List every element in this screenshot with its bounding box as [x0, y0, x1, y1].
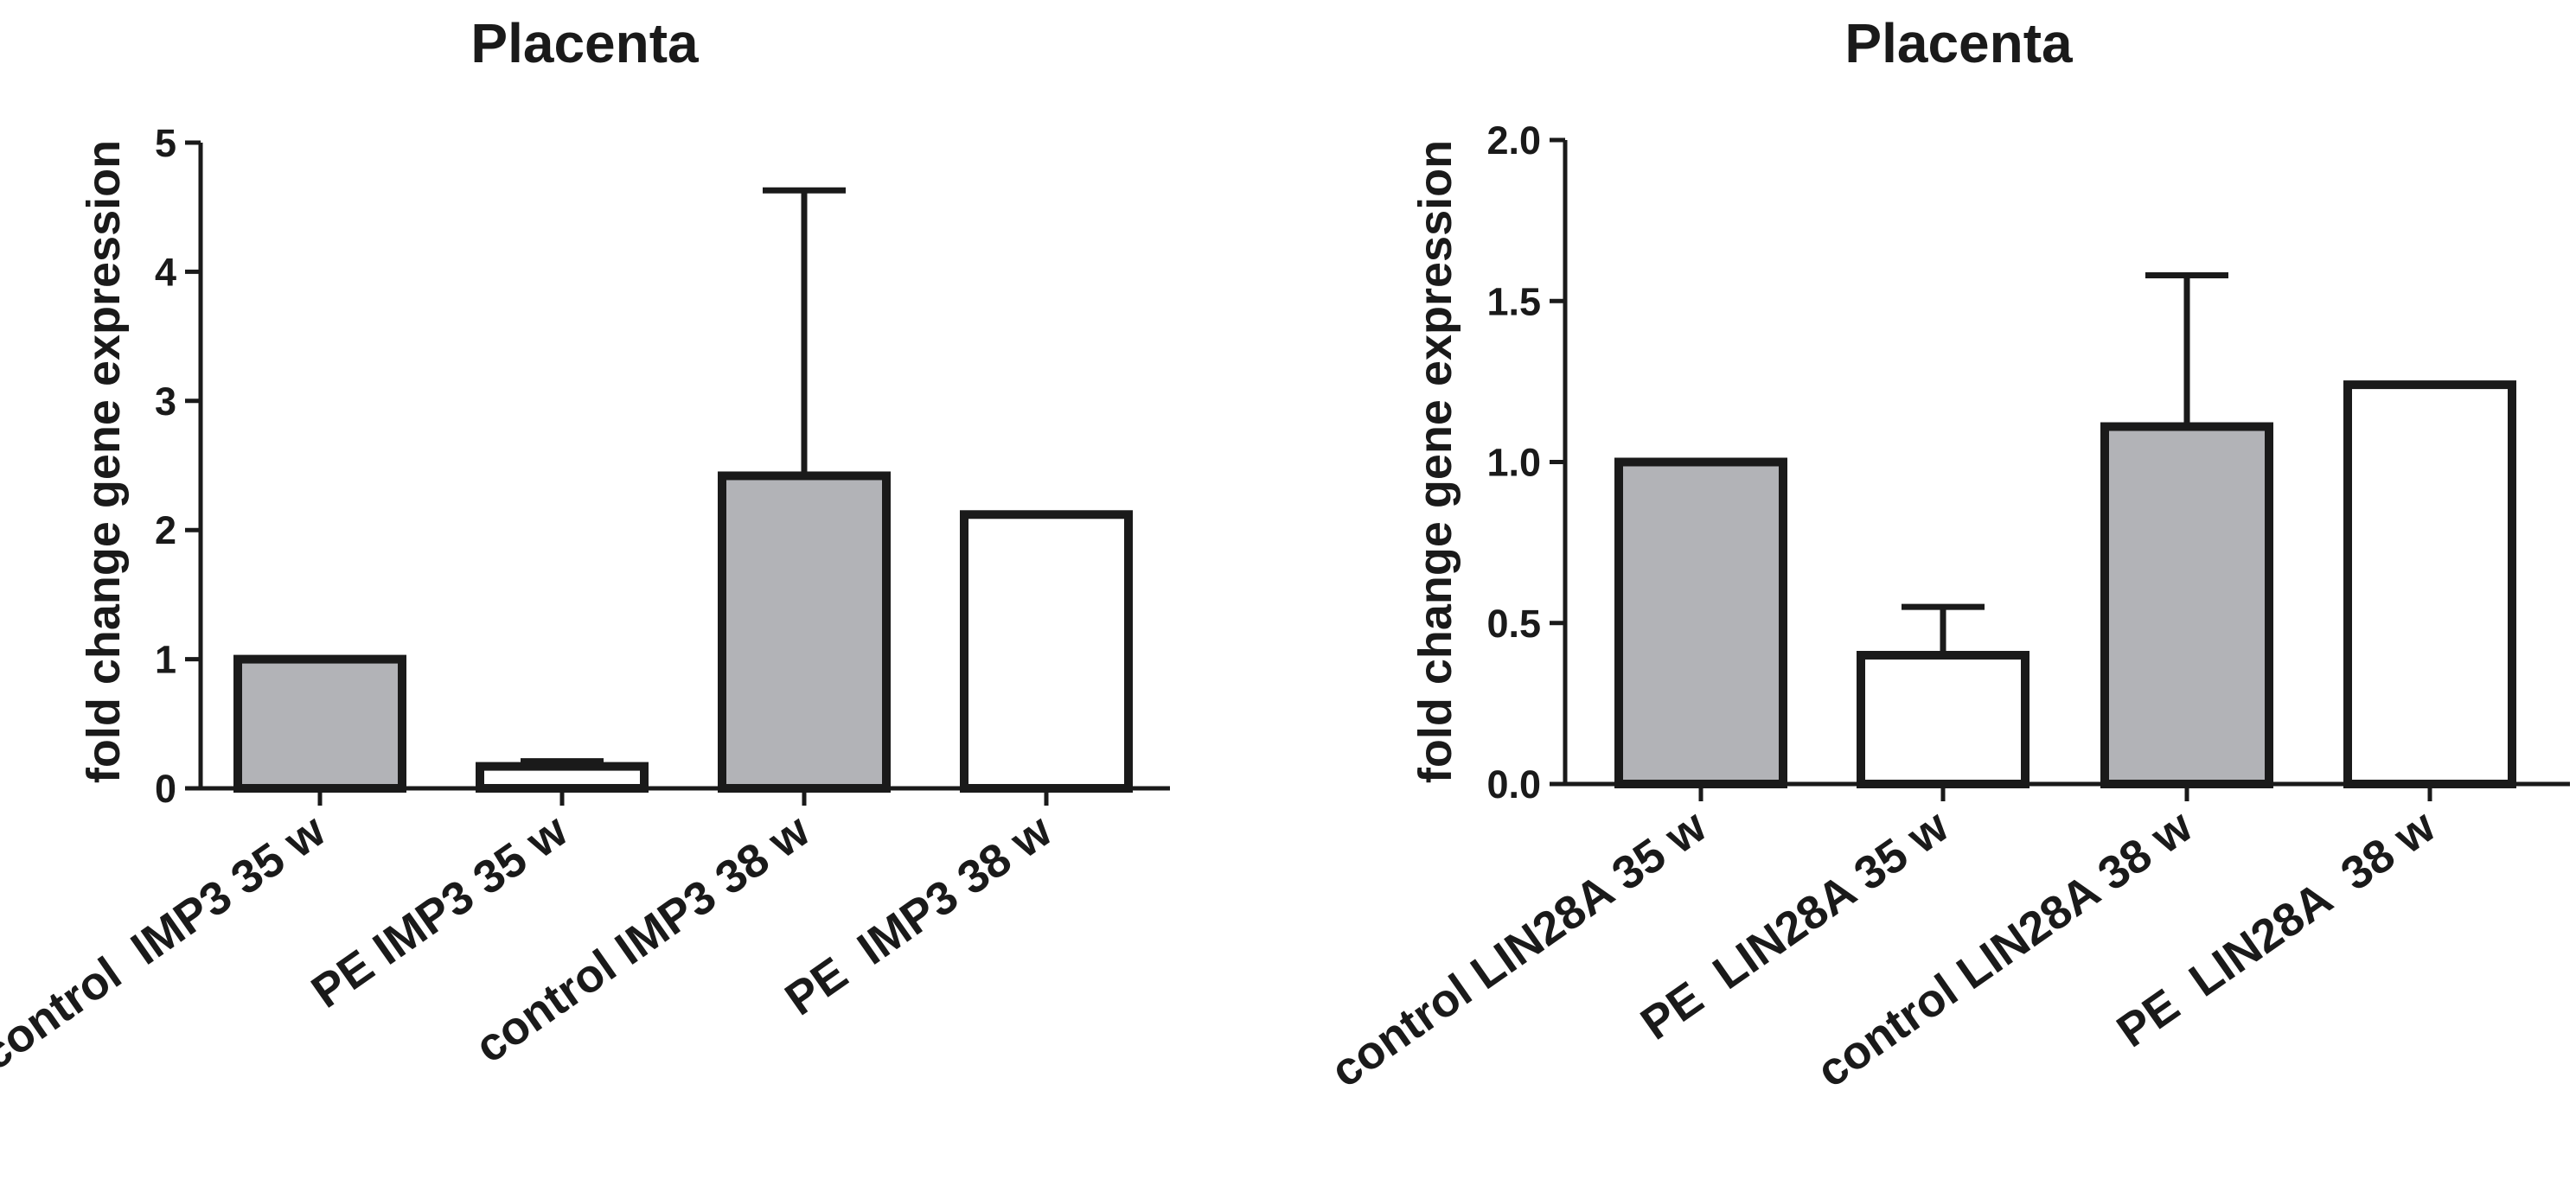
chart-title: Placenta — [1844, 12, 2073, 74]
y-tick-label: 2.0 — [1486, 118, 1541, 163]
y-tick-label: 0.5 — [1486, 602, 1541, 646]
y-axis-label: fold change gene expression — [1409, 140, 1461, 783]
x-category-label: control IMP3 35 w — [0, 804, 336, 1080]
y-tick-label: 1.5 — [1486, 279, 1541, 323]
y-tick-label: 1 — [155, 638, 176, 682]
y-tick-label: 1.0 — [1486, 441, 1541, 485]
x-category-label: control LIN28A 35 w — [1321, 800, 1716, 1098]
y-tick-label: 4 — [155, 250, 176, 294]
bar-4 — [960, 510, 1133, 793]
x-category-label: PE IMP3 38 w — [776, 804, 1061, 1025]
bar-2 — [1857, 651, 2029, 788]
y-tick-label: 0 — [155, 767, 176, 811]
chart-right-lin28a: Placenta fold change gene expression 0.0… — [1321, 12, 2570, 1098]
bar-1 — [1614, 457, 1787, 788]
bar-4 — [2343, 380, 2516, 788]
bar-3 — [2100, 422, 2273, 788]
bar-3 — [718, 471, 891, 794]
chart-title: Placenta — [470, 12, 699, 74]
y-tick-label: 2 — [155, 508, 176, 552]
y-tick-label: 0.0 — [1486, 762, 1541, 806]
y-axis-label: fold change gene expression — [78, 140, 130, 783]
bar-2 — [476, 762, 649, 793]
y-tick-label: 5 — [155, 121, 176, 165]
y-tick-label: 3 — [155, 379, 176, 424]
chart-left-imp3: Placenta fold change gene expression 0 1 2… — [0, 12, 1170, 1080]
bar-1 — [233, 654, 406, 793]
